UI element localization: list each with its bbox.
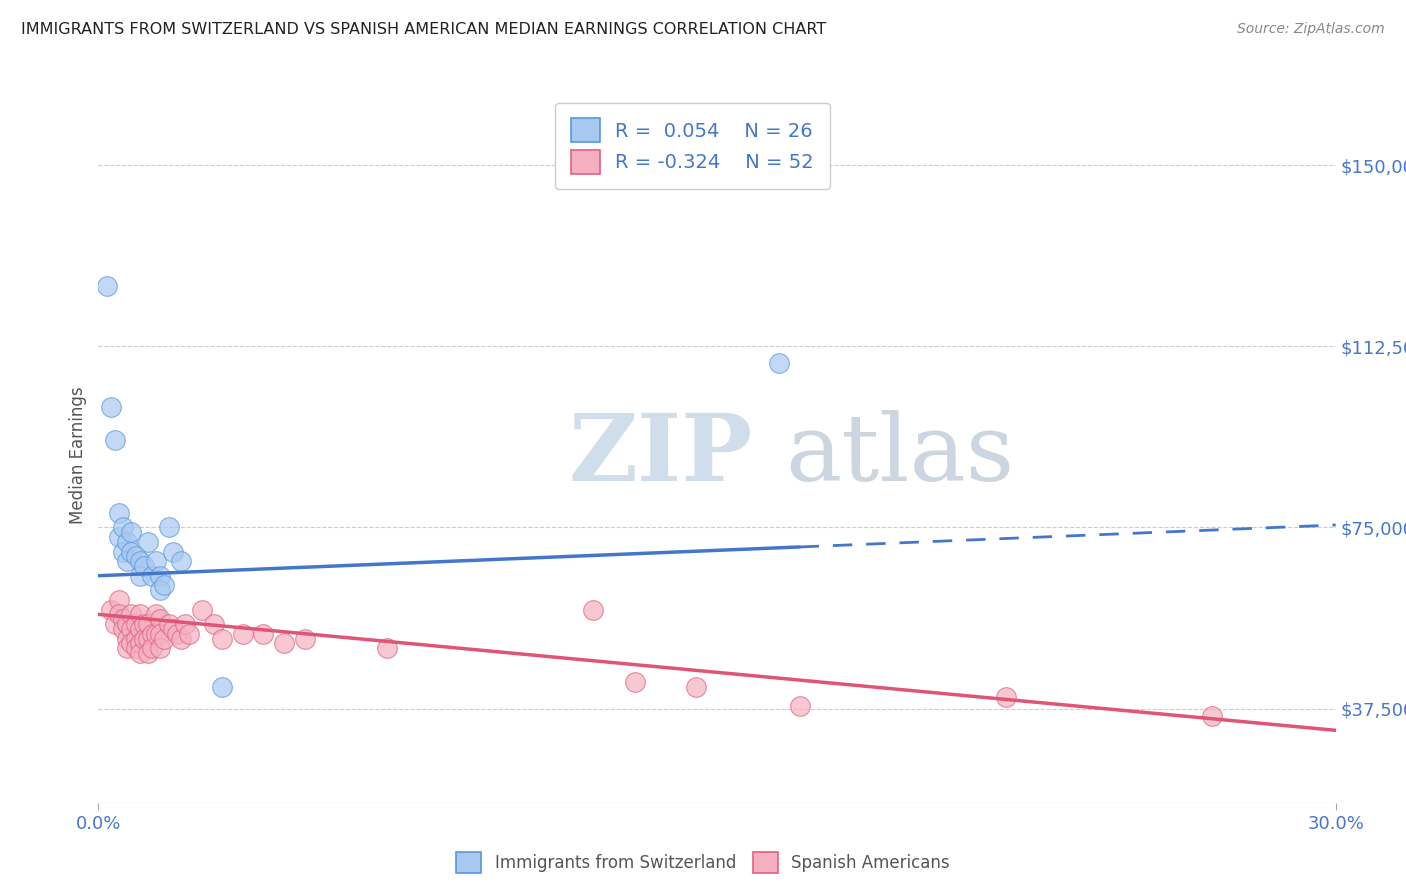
Point	[108, 607, 131, 622]
Point	[112, 612, 135, 626]
Point	[170, 632, 193, 646]
Point	[202, 617, 225, 632]
Point	[153, 578, 176, 592]
Point	[685, 680, 707, 694]
Point	[170, 554, 193, 568]
Point	[117, 641, 139, 656]
Point	[232, 626, 254, 640]
Point	[1201, 708, 1223, 723]
Point	[149, 626, 172, 640]
Point	[120, 622, 142, 636]
Point	[112, 544, 135, 558]
Point	[132, 617, 155, 632]
Point	[179, 626, 201, 640]
Point	[96, 278, 118, 293]
Point	[252, 626, 274, 640]
Point	[124, 632, 146, 646]
Point	[141, 641, 163, 656]
Point	[132, 559, 155, 574]
Point	[162, 622, 184, 636]
Legend: Immigrants from Switzerland, Spanish Americans: Immigrants from Switzerland, Spanish Ame…	[450, 846, 956, 880]
Point	[149, 568, 172, 582]
Point	[623, 675, 645, 690]
Point	[120, 607, 142, 622]
Text: atlas: atlas	[785, 410, 1014, 500]
Point	[124, 549, 146, 564]
Point	[211, 680, 233, 694]
Point	[149, 583, 172, 598]
Point	[104, 617, 127, 632]
Point	[128, 646, 150, 660]
Point	[149, 612, 172, 626]
Point	[190, 602, 212, 616]
Point	[112, 520, 135, 534]
Point	[768, 356, 790, 370]
Text: ZIP: ZIP	[568, 410, 752, 500]
Point	[128, 622, 150, 636]
Point	[117, 534, 139, 549]
Point	[294, 632, 316, 646]
Point	[128, 607, 150, 622]
Text: IMMIGRANTS FROM SWITZERLAND VS SPANISH AMERICAN MEDIAN EARNINGS CORRELATION CHAR: IMMIGRANTS FROM SWITZERLAND VS SPANISH A…	[21, 22, 827, 37]
Point	[120, 525, 142, 540]
Point	[157, 520, 180, 534]
Point	[104, 434, 127, 448]
Point	[128, 568, 150, 582]
Point	[124, 641, 146, 656]
Point	[145, 626, 167, 640]
Point	[145, 554, 167, 568]
Point	[128, 636, 150, 650]
Point	[375, 641, 398, 656]
Point	[108, 506, 131, 520]
Point	[994, 690, 1017, 704]
Point	[100, 602, 122, 616]
Point	[166, 626, 188, 640]
Point	[136, 646, 159, 660]
Legend: R =  0.054    N = 26, R = -0.324    N = 52: R = 0.054 N = 26, R = -0.324 N = 52	[555, 103, 830, 189]
Point	[132, 632, 155, 646]
Y-axis label: Median Earnings: Median Earnings	[69, 386, 87, 524]
Point	[211, 632, 233, 646]
Point	[789, 699, 811, 714]
Point	[136, 534, 159, 549]
Point	[108, 592, 131, 607]
Point	[136, 617, 159, 632]
Point	[162, 544, 184, 558]
Point	[117, 554, 139, 568]
Text: Source: ZipAtlas.com: Source: ZipAtlas.com	[1237, 22, 1385, 37]
Point	[149, 641, 172, 656]
Point	[120, 544, 142, 558]
Point	[141, 568, 163, 582]
Point	[136, 632, 159, 646]
Point	[141, 626, 163, 640]
Point	[112, 622, 135, 636]
Point	[273, 636, 295, 650]
Point	[117, 632, 139, 646]
Point	[145, 607, 167, 622]
Point	[174, 617, 197, 632]
Point	[124, 617, 146, 632]
Point	[582, 602, 605, 616]
Point	[153, 632, 176, 646]
Point	[128, 554, 150, 568]
Point	[117, 617, 139, 632]
Point	[100, 400, 122, 414]
Point	[108, 530, 131, 544]
Point	[157, 617, 180, 632]
Point	[120, 636, 142, 650]
